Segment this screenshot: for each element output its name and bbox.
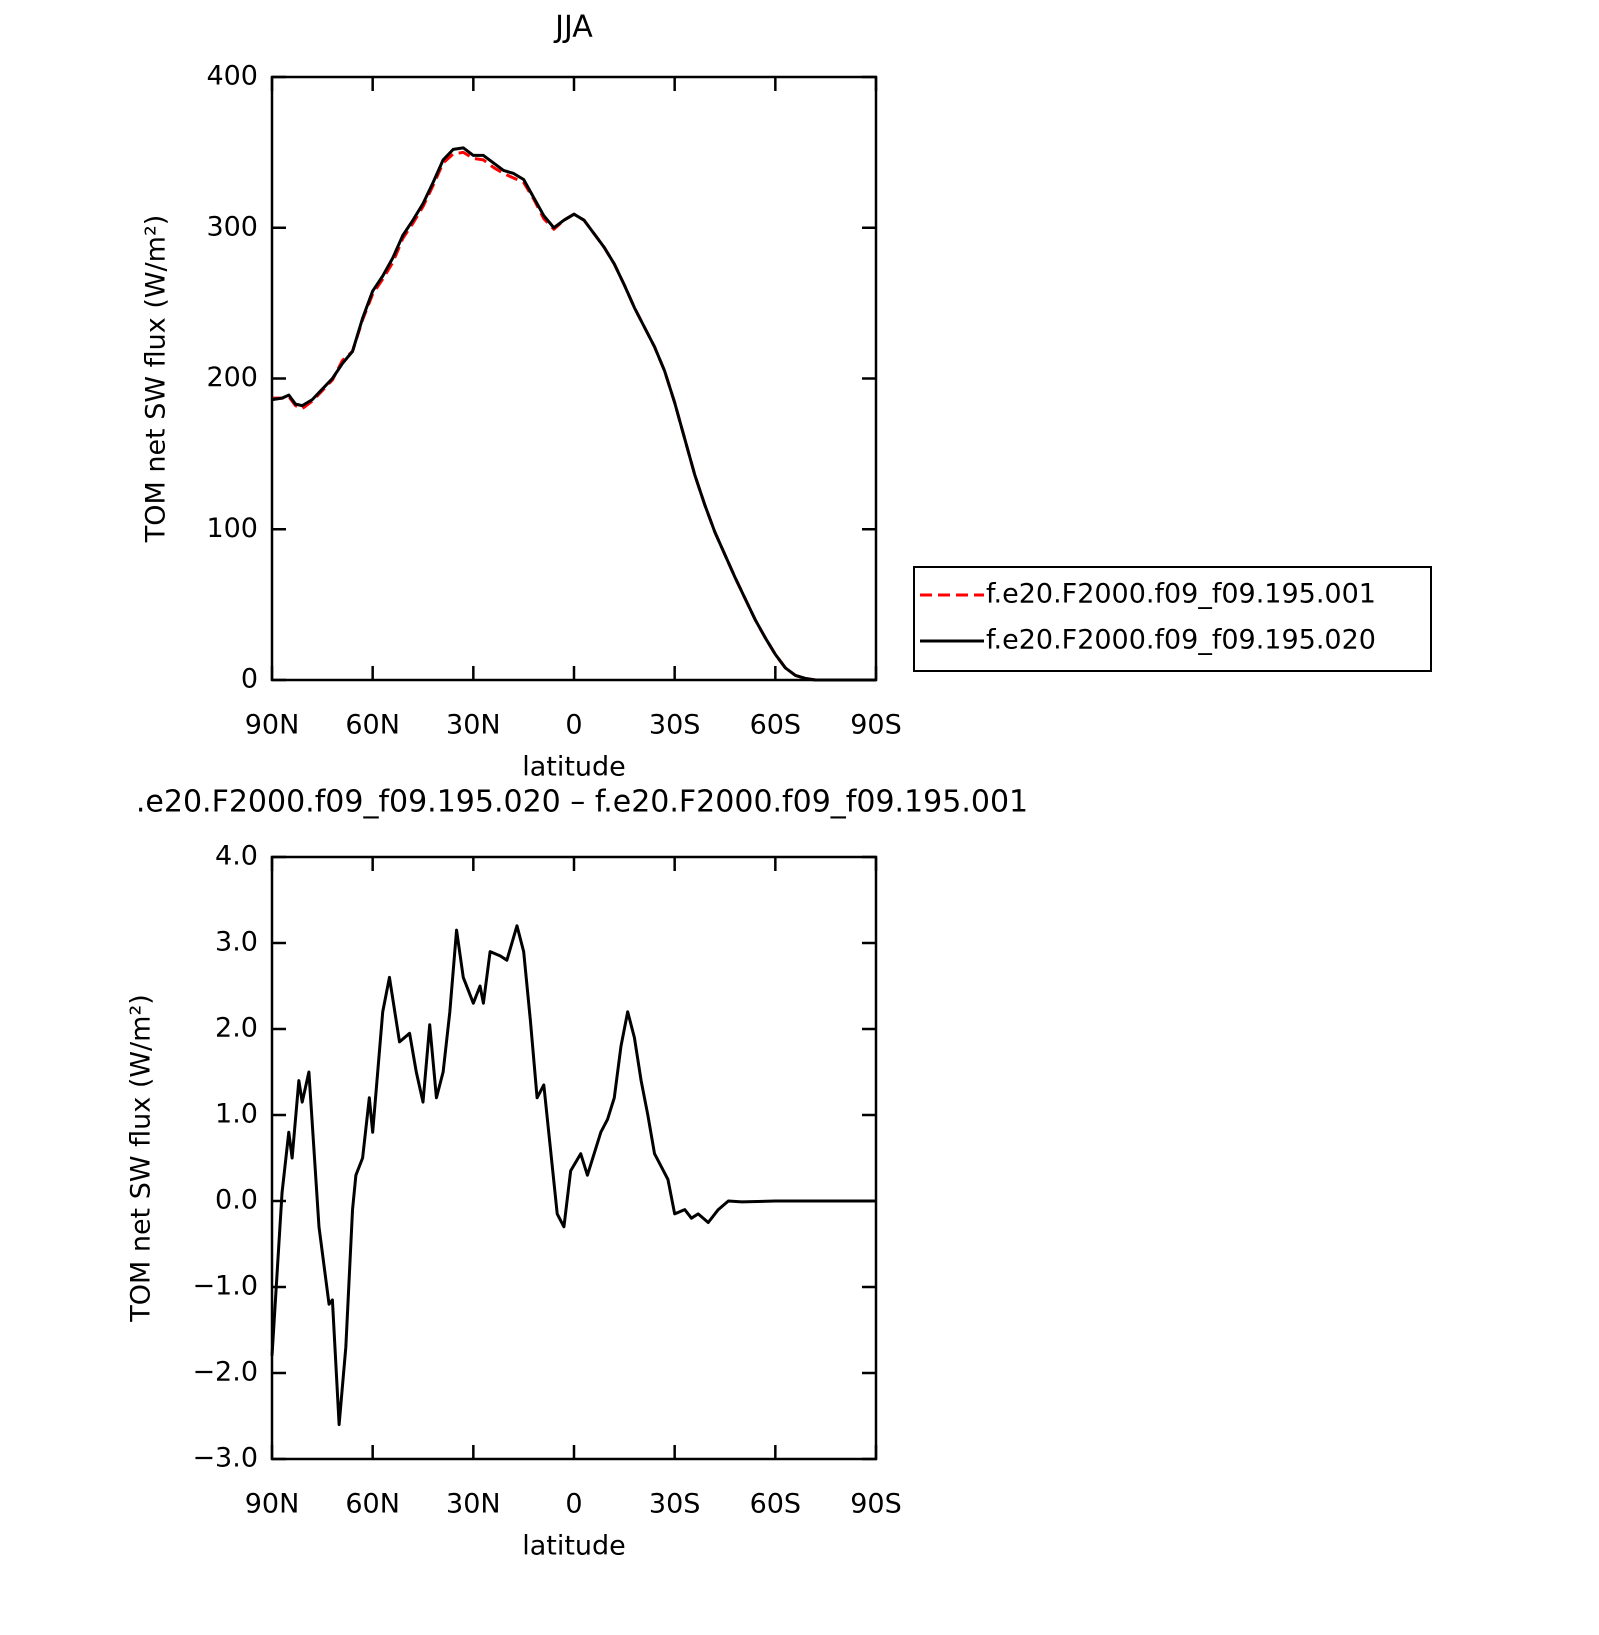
data-line (270, 924, 876, 1427)
x-tick-label: 60S (750, 1489, 802, 1520)
y-tick-label: 2.0 (215, 1013, 258, 1044)
x-tick-label: 60N (345, 1489, 400, 1520)
y-tick-label: 1.0 (215, 1099, 258, 1130)
data-line (272, 150, 876, 682)
x-axis-label: latitude (522, 1531, 626, 1562)
y-tick-label: −1.0 (192, 1271, 258, 1302)
chart-title: JJA (553, 10, 593, 45)
y-axis-label: TOM net SW flux (W/m²) (126, 994, 157, 1323)
y-tick-label: −2.0 (192, 1357, 258, 1388)
data-line (271, 146, 876, 682)
x-tick-label: 30N (446, 710, 501, 741)
y-axis-label: TOM net SW flux (W/m²) (141, 215, 172, 544)
x-tick-label: 90S (850, 1489, 902, 1520)
y-tick-label: 400 (206, 61, 258, 92)
x-tick-label: 0 (565, 1489, 582, 1520)
legend-label: f.e20.F2000.f09_f09.195.020 (986, 625, 1376, 656)
y-tick-label: 3.0 (215, 927, 258, 958)
x-tick-label: 30S (649, 1489, 701, 1520)
y-tick-label: 0 (241, 664, 258, 695)
y-tick-label: 4.0 (215, 841, 258, 872)
x-tick-label: 60N (345, 710, 400, 741)
y-tick-label: 200 (206, 362, 258, 393)
x-tick-label: 30S (649, 710, 701, 741)
legend-label: f.e20.F2000.f09_f09.195.001 (986, 579, 1376, 610)
y-tick-label: −3.0 (192, 1443, 258, 1474)
x-tick-label: 60S (750, 710, 802, 741)
y-tick-label: 0.0 (215, 1185, 258, 1216)
x-tick-label: 90S (850, 710, 902, 741)
y-tick-label: 100 (206, 513, 258, 544)
legend-box (913, 566, 1432, 672)
x-tick-label: 90N (245, 710, 300, 741)
chart-title: .e20.F2000.f09_f09.195.020 – f.e20.F2000… (136, 785, 1028, 820)
x-axis-label: latitude (522, 752, 626, 783)
plot-frame (270, 75, 878, 682)
x-tick-label: 30N (446, 1489, 501, 1520)
x-tick-label: 90N (245, 1489, 300, 1520)
x-tick-label: 0 (565, 710, 582, 741)
y-tick-label: 300 (206, 211, 258, 242)
plot-frame (270, 855, 878, 1461)
